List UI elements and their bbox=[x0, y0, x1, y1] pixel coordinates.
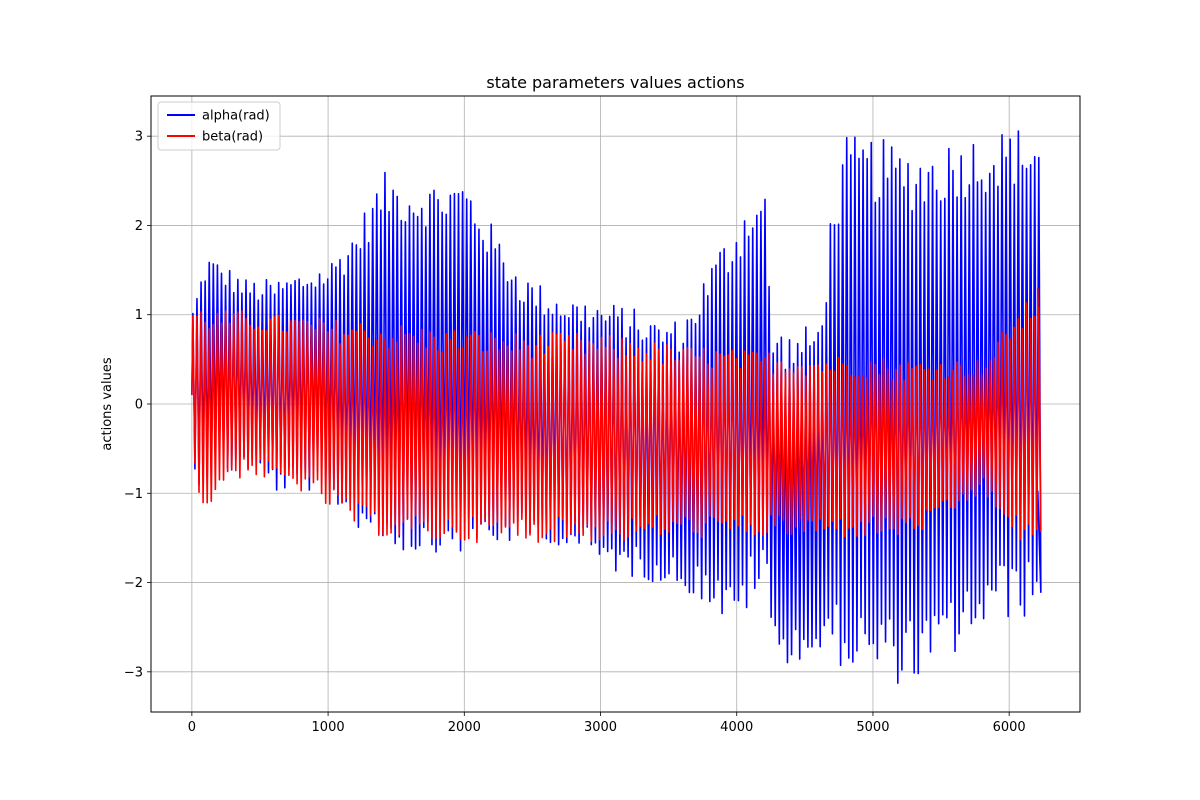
x-tick-label: 1000 bbox=[312, 720, 345, 735]
plot-data bbox=[191, 130, 1042, 684]
y-tick-label: 0 bbox=[135, 398, 143, 413]
legend: alpha(rad) beta(rad) bbox=[157, 101, 281, 151]
y-tick-label: −1 bbox=[124, 487, 143, 502]
y-tick-label: 1 bbox=[135, 308, 143, 323]
y-tick-label: −2 bbox=[124, 576, 143, 591]
x-tick-label: 0 bbox=[188, 720, 196, 735]
y-tick-label: 2 bbox=[135, 219, 143, 234]
legend-label-beta: beta(rad) bbox=[202, 130, 263, 145]
y-tick-label: −3 bbox=[124, 665, 143, 680]
y-tick-label: 3 bbox=[135, 130, 143, 145]
x-tick-label: 2000 bbox=[448, 720, 481, 735]
ticks: 0 1000 2000 3000 4000 5000 6000 −3 −2 −1 0 1 2 3 bbox=[124, 130, 1026, 735]
x-tick-label: 4000 bbox=[720, 720, 753, 735]
legend-label-alpha: alpha(rad) bbox=[202, 109, 270, 124]
x-tick-label: 5000 bbox=[856, 720, 889, 735]
x-tick-label: 6000 bbox=[993, 720, 1026, 735]
x-tick-label: 3000 bbox=[584, 720, 617, 735]
y-axis-label: actions values bbox=[100, 357, 115, 450]
chart-title: state parameters values actions bbox=[486, 73, 744, 92]
series-line-beta bbox=[191, 287, 1042, 544]
